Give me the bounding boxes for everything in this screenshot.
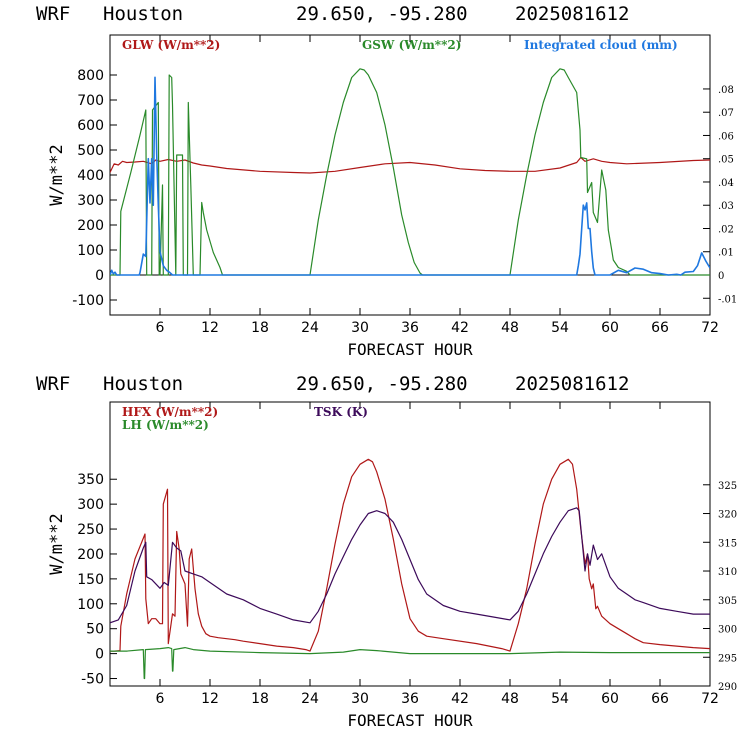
top-x-tick-label: 72 [701, 320, 719, 336]
bottom-x-tick-label: 60 [601, 691, 619, 707]
top-y2-tick-label: .04 [718, 178, 734, 189]
bottom-header-location: Houston [103, 373, 183, 395]
bottom-header-coords: 29.650, -95.280 [296, 373, 468, 395]
bottom-legend-entry-2: TSK (K) [314, 405, 368, 419]
top-panel-header: WRF Houston 29.650, -95.280 2025081612 [36, 3, 629, 25]
top-x-tick-label: 48 [501, 320, 519, 336]
bottom-x-tick-label: 42 [451, 691, 469, 707]
top-y-tick-label: 700 [77, 93, 104, 109]
bottom-series-line-2 [110, 507, 710, 624]
top-y2-tick-label: .01 [718, 248, 734, 259]
top-y2-tick-label: .08 [718, 85, 734, 96]
top-x-tick-label: 54 [551, 320, 569, 336]
bottom-x-tick-label: 54 [551, 691, 569, 707]
bottom-y2-tick-label: 310 [718, 567, 737, 578]
top-x-tick-label: 24 [301, 320, 319, 336]
top-x-tick-label: 60 [601, 320, 619, 336]
top-chart: 6 12 18 24 30 36 42 48 54 60 66 72 -100 0 100 200 300 400… [47, 34, 737, 359]
top-header-model: WRF [36, 3, 70, 25]
top-y-tick-label: 300 [77, 193, 104, 209]
bottom-x-tick-label: 72 [701, 691, 719, 707]
bottom-y2-tick-label: 295 [718, 653, 737, 664]
top-y-tick-label: 0 [95, 268, 104, 284]
top-header-run: 2025081612 [515, 3, 629, 25]
bottom-panel-header: WRF Houston 29.650, -95.280 2025081612 [36, 373, 629, 395]
top-x-tick-label: 18 [251, 320, 269, 336]
top-y2-tick-label: .07 [718, 108, 734, 119]
bottom-chart: 6 12 18 24 30 36 42 48 54 60 66 72 -50 0 50 100 150 200 25… [47, 401, 737, 730]
top-legend-entry-2: Integrated cloud (mm) [524, 38, 678, 52]
bottom-y-tick-label: 50 [86, 622, 104, 638]
top-legend-entry-1: GSW (W/m**2) [362, 38, 461, 52]
top-y2-tick-label: -.01 [718, 294, 737, 305]
bottom-x-tick-label: 48 [501, 691, 519, 707]
bottom-y2-tick-label: 300 [718, 625, 737, 636]
bottom-y-tick-label: 0 [95, 647, 104, 663]
top-y2-tick-label: .05 [718, 155, 734, 166]
bottom-y2-tick-label: 290 [718, 682, 737, 693]
top-series-line-2 [110, 76, 710, 276]
top-y2-tick-label: .06 [718, 131, 734, 142]
bottom-x-tick-label: 18 [251, 691, 269, 707]
bottom-y-tick-label: -50 [81, 672, 104, 688]
bottom-y-tick-label: 350 [77, 472, 104, 488]
bottom-y-tick-label: 150 [77, 572, 104, 588]
bottom-header-run: 2025081612 [515, 373, 629, 395]
top-y-tick-label: 600 [77, 118, 104, 134]
bottom-header-model: WRF [36, 373, 70, 395]
bottom-y2-tick-label: 315 [718, 538, 737, 549]
bottom-y2-tick-label: 305 [718, 596, 737, 607]
bottom-x-axis-label: FORECAST HOUR [347, 711, 473, 730]
top-header-coords: 29.650, -95.280 [296, 3, 468, 25]
bottom-x-tick-label: 36 [401, 691, 419, 707]
top-series-line-1 [110, 68, 710, 276]
bottom-y-tick-label: 200 [77, 547, 104, 563]
top-x-axis-label: FORECAST HOUR [347, 340, 473, 359]
bottom-series-line-0 [110, 458, 710, 652]
top-y-tick-label: 800 [77, 68, 104, 84]
bottom-x-tick-label: 30 [351, 691, 369, 707]
top-x-tick-label: 42 [451, 320, 469, 336]
top-y-tick-label: 200 [77, 218, 104, 234]
bottom-legend-entry-0: HFX (W/m**2) [122, 405, 218, 419]
top-legend-entry-0: GLW (W/m**2) [122, 38, 220, 52]
bottom-y2-tick-label: 320 [718, 510, 737, 521]
bottom-series-line-1 [110, 646, 710, 680]
top-y-axis-label: W/m**2 [47, 144, 67, 205]
top-header-location: Houston [103, 3, 183, 25]
top-x-tick-label: 36 [401, 320, 419, 336]
bottom-x-tick-label: 66 [651, 691, 669, 707]
top-series-line-0 [110, 156, 710, 174]
bottom-x-tick-label: 12 [201, 691, 219, 707]
top-y-tick-label: 500 [77, 143, 104, 159]
top-x-tick-label: 12 [201, 320, 219, 336]
bottom-y-axis-label: W/m**2 [47, 513, 67, 574]
top-x-tick-label: 30 [351, 320, 369, 336]
top-y2-tick-label: .02 [718, 224, 734, 235]
bottom-y2-tick-label: 325 [718, 481, 737, 492]
bottom-y-tick-label: 100 [77, 597, 104, 613]
bottom-plot-frame [109, 401, 711, 687]
top-x-tick-label: 66 [651, 320, 669, 336]
bottom-y-tick-label: 300 [77, 497, 104, 513]
top-x-tick-label: 6 [156, 320, 165, 336]
top-y2-tick-label: 0 [718, 271, 724, 282]
bottom-x-tick-label: 6 [156, 691, 165, 707]
bottom-y-tick-label: 250 [77, 522, 104, 538]
bottom-x-tick-label: 24 [301, 691, 319, 707]
top-y-tick-label: -100 [72, 293, 104, 309]
top-y-tick-label: 400 [77, 168, 104, 184]
top-y2-tick-label: .03 [718, 201, 734, 212]
bottom-legend-entry-1: LH (W/m**2) [122, 418, 209, 432]
top-y-tick-label: 100 [77, 243, 104, 259]
